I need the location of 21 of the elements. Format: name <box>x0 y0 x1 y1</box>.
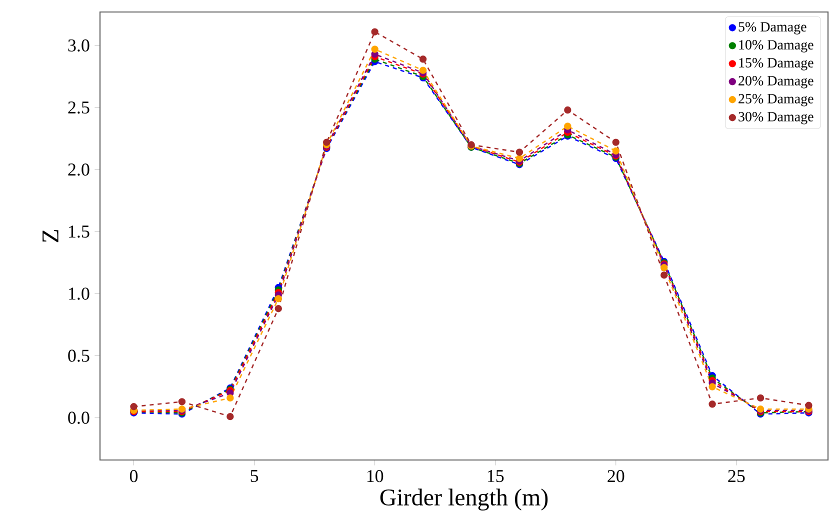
x-tick-label: 25 <box>728 470 745 482</box>
x-tick-label: 15 <box>488 470 504 482</box>
x-tick-label: 10 <box>367 470 384 482</box>
legend-label: 5% Damage <box>738 22 806 34</box>
legend-label: 20% Damage <box>738 76 814 88</box>
x-tick-label: 20 <box>608 470 624 482</box>
y-tick-label: 1.0 <box>69 288 90 300</box>
y-tick-label: 0.0 <box>68 412 90 424</box>
x-tick-label: 5 <box>250 470 258 482</box>
legend-label: 10% Damage <box>739 40 814 52</box>
legend-label: 15% Damage <box>739 58 814 70</box>
y-tick-label: 0.5 <box>68 350 90 362</box>
legend-label: 25% Damage <box>738 94 814 106</box>
y-tick-label: 2.5 <box>68 101 90 114</box>
y-tick-label: 1.5 <box>69 226 90 238</box>
x-tick-label: 0 <box>130 470 138 482</box>
legend-label: 30% Damage <box>738 112 814 124</box>
x-axis-title: Girder length (m) <box>380 488 548 511</box>
y-tick-label: 3.0 <box>68 39 90 52</box>
y-tick-label: 2.0 <box>68 163 90 176</box>
y-axis-title: Z <box>42 230 58 242</box>
